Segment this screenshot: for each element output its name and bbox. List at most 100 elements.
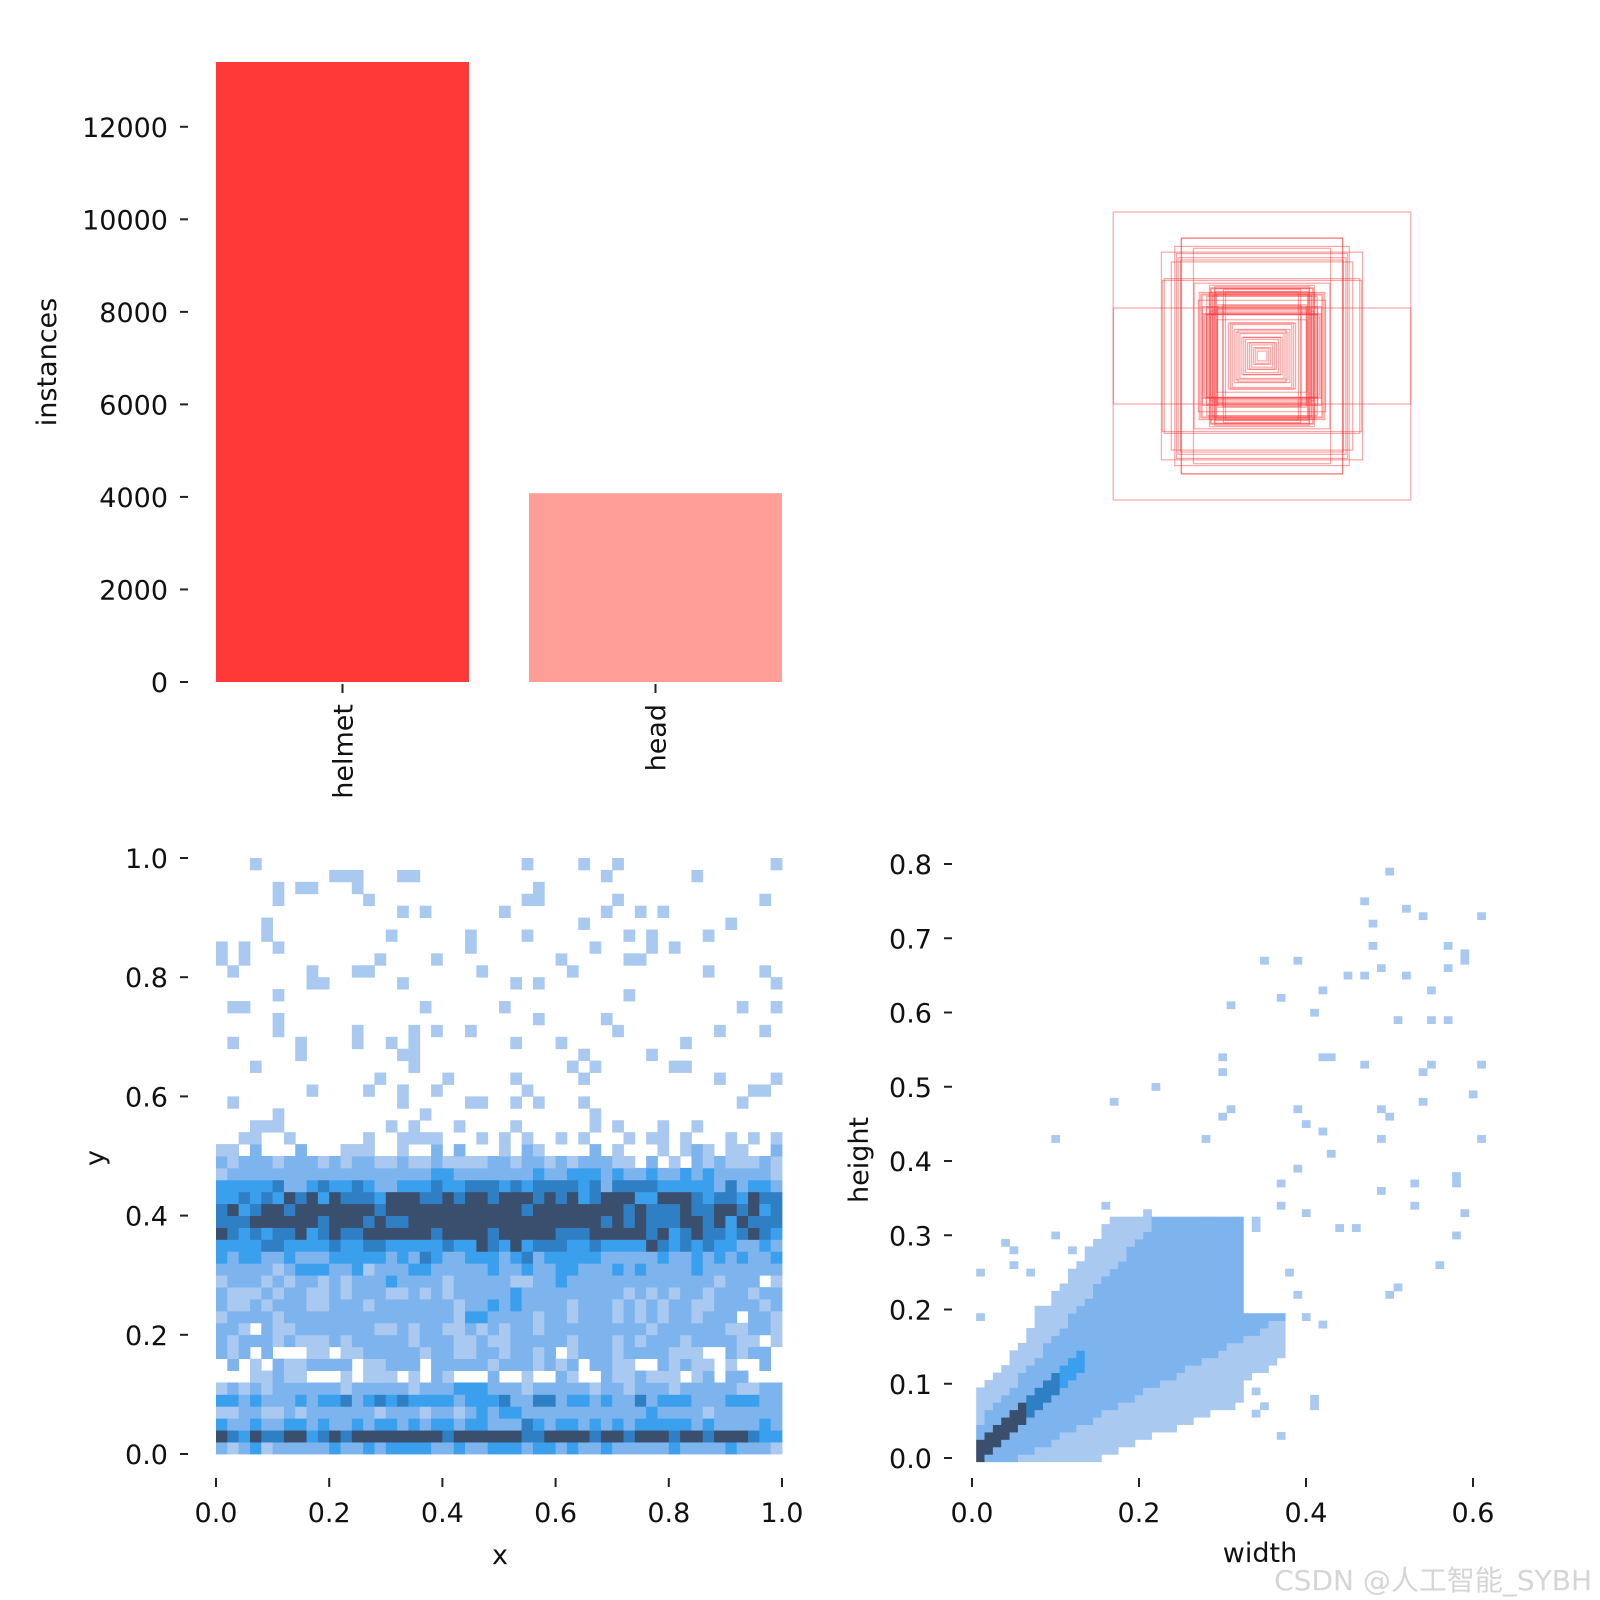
heat-cell (499, 1203, 511, 1216)
heat-cell (1176, 1365, 1186, 1374)
heat-cell (1168, 1387, 1177, 1396)
label-box (1208, 291, 1316, 421)
heat-cell (1026, 1372, 1036, 1381)
heat-cell (1118, 1342, 1127, 1351)
heat-cell (442, 1430, 455, 1443)
heat-cell (1084, 1320, 1094, 1329)
heat-cell (1093, 1432, 1102, 1440)
heat-cell (1143, 1238, 1152, 1247)
heat-cell (1209, 1372, 1219, 1381)
heat-cell (600, 1442, 613, 1455)
heat-cell (1134, 1402, 1144, 1411)
heat-cell (521, 1275, 534, 1288)
heat-cell (216, 1144, 228, 1157)
heat-cell (295, 1251, 307, 1264)
heat-cell (385, 1156, 398, 1169)
heat-cell (385, 1227, 398, 1240)
heat-cell (600, 1299, 613, 1312)
heat-cell (227, 1394, 240, 1407)
heat-cell (431, 1144, 443, 1157)
heat-cell (238, 1239, 251, 1252)
heat-cell (442, 1346, 455, 1360)
heat-cell (1143, 1342, 1152, 1351)
heat-cell (510, 1156, 523, 1169)
heat-cell (634, 1203, 647, 1216)
heat-cell (725, 1287, 738, 1300)
heat-cell (759, 1024, 772, 1038)
heat-cell (555, 1370, 568, 1383)
heat-cell (216, 1215, 228, 1228)
label-box (1210, 287, 1314, 425)
heat-cell (1201, 1224, 1211, 1232)
heat-cell (1143, 1253, 1152, 1262)
heat-cell (770, 1287, 783, 1300)
heat-cell (227, 1156, 240, 1169)
heat-cell (1184, 1394, 1194, 1403)
heat-cell (623, 1287, 636, 1300)
heat-cell (646, 1287, 658, 1300)
heat-cell (1143, 1305, 1152, 1314)
heat-cell (340, 1215, 353, 1228)
heat-cell (1143, 1372, 1152, 1381)
heat-cell (510, 977, 523, 990)
heat-cell (612, 1215, 624, 1228)
heat-cell (385, 1430, 398, 1443)
heat-cell (295, 1299, 307, 1312)
heat-cell (1176, 1238, 1186, 1247)
heat-cell (453, 1167, 466, 1181)
heat-cell (1151, 1290, 1161, 1299)
heat-cell (634, 1167, 647, 1181)
heat-cell (646, 1239, 658, 1252)
heat-cell (623, 1251, 636, 1264)
heat-cell (1034, 1342, 1044, 1351)
y-tick-label: 0.2 (125, 1321, 168, 1352)
heat-cell (363, 1299, 375, 1312)
heat-cell (465, 1334, 477, 1348)
heat-cell (1109, 1313, 1119, 1322)
heat-cell (714, 1179, 726, 1193)
heat-cell (499, 1179, 511, 1193)
heat-cell (238, 1418, 251, 1431)
heat-cell (249, 1120, 262, 1133)
heat-cell (984, 1446, 994, 1455)
heat-cell (1385, 1112, 1395, 1121)
heat-cell (589, 1358, 602, 1371)
heat-cell (1084, 1276, 1094, 1284)
heat-cell (1452, 1172, 1461, 1180)
heat-cell (770, 1382, 783, 1395)
heat-cell (1109, 1380, 1119, 1388)
heat-cell (1268, 1342, 1278, 1351)
heat-cell (351, 1167, 364, 1181)
heat-cell (1084, 1424, 1094, 1433)
heat-cell (1126, 1283, 1136, 1292)
heat-cell (487, 1310, 500, 1324)
heat-cell (306, 1191, 319, 1205)
heat-cell (600, 1179, 613, 1193)
heat-cell (340, 1144, 353, 1157)
heat-cell (261, 1275, 273, 1288)
heat-cell (249, 1179, 262, 1193)
heat-cell (1226, 1224, 1236, 1232)
heat-cell (1235, 1387, 1244, 1396)
heat-cell (1193, 1238, 1203, 1247)
heat-cell (385, 1334, 398, 1348)
heat-cell (984, 1402, 994, 1411)
y-tick-label: 0.8 (889, 850, 932, 881)
heat-cell (227, 1179, 240, 1193)
heat-cell (1059, 1342, 1069, 1351)
heat-cell (589, 1275, 602, 1288)
heat-cell (1134, 1394, 1144, 1403)
heat-cell (1184, 1342, 1194, 1351)
heat-cell (397, 977, 409, 990)
heat-cell (1084, 1454, 1094, 1463)
heat-cell (1134, 1357, 1144, 1366)
heat-cell (317, 1322, 330, 1336)
heat-cell (1101, 1342, 1111, 1351)
heat-cell (385, 1203, 398, 1216)
heat-cell (216, 1179, 228, 1193)
heat-cell (623, 1275, 636, 1288)
heat-cell (1184, 1305, 1194, 1314)
heat-cell (759, 1191, 772, 1205)
heat-cell (646, 1227, 658, 1240)
heat-cell (1193, 1380, 1203, 1388)
